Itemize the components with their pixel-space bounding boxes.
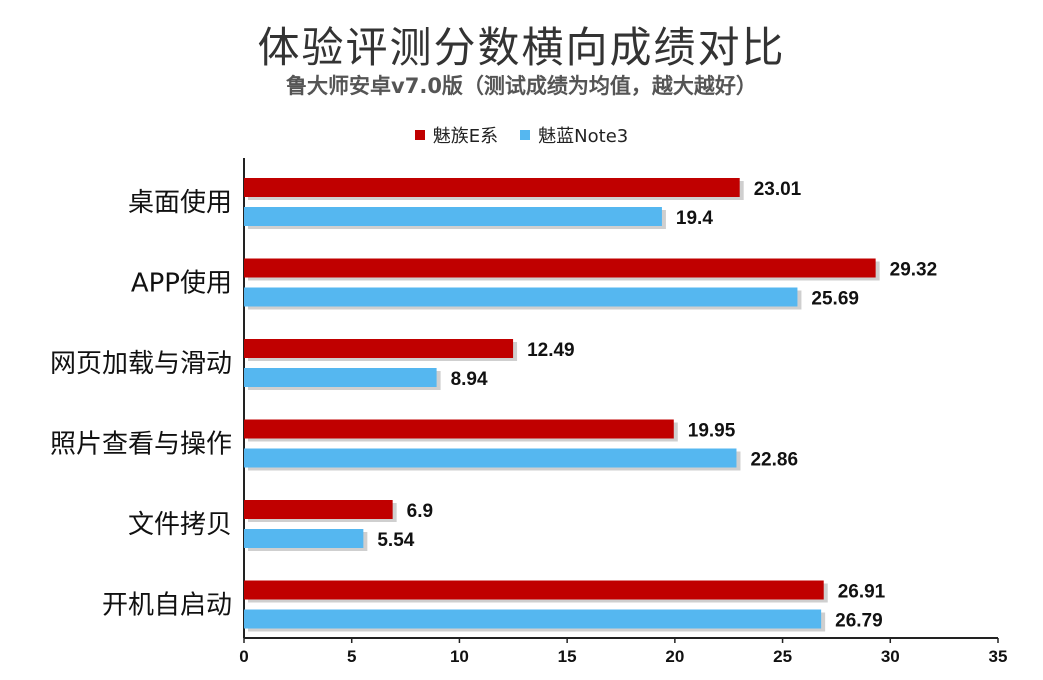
chart-title: 体验评测分数横向成绩对比 xyxy=(257,23,786,72)
bar-s1-0 xyxy=(244,178,740,197)
bar-s1-2 xyxy=(244,339,514,358)
category-label-1: APP使用 xyxy=(131,269,232,299)
value-label-s2-1: 25.69 xyxy=(811,289,859,310)
category-label-0: 桌面使用 xyxy=(128,188,232,218)
x-tick-label-7: 35 xyxy=(989,647,1008,666)
x-tick-label-5: 25 xyxy=(773,647,792,666)
x-tick-label-0: 0 xyxy=(239,647,248,666)
value-label-s2-0: 19.4 xyxy=(676,208,713,229)
bar-s2-4 xyxy=(244,529,364,548)
bar-s1-3 xyxy=(244,419,674,439)
category-label-5: 开机自启动 xyxy=(102,591,232,621)
value-label-s1-5: 26.91 xyxy=(838,582,886,603)
bar-s2-1 xyxy=(244,287,798,307)
legend-swatch-series-2 xyxy=(520,130,531,140)
bar-s2-5 xyxy=(244,609,822,629)
category-label-2: 网页加载与滑动 xyxy=(50,349,232,379)
legend-swatch-series-1 xyxy=(414,130,425,140)
category-label-4: 文件拷贝 xyxy=(128,510,232,540)
legend: 魅族E系 魅蓝Note3 xyxy=(0,122,1043,148)
bar-s1-1 xyxy=(244,258,876,278)
value-label-s2-5: 26.79 xyxy=(835,611,883,632)
value-label-s1-1: 29.32 xyxy=(890,260,938,281)
x-tick-label-6: 30 xyxy=(881,647,900,666)
value-label-s2-4: 5.54 xyxy=(377,530,414,551)
legend-label-series-1: 魅族E系 xyxy=(432,126,499,147)
x-tick-label-4: 20 xyxy=(665,647,684,666)
legend-label-series-2: 魅蓝Note3 xyxy=(538,126,629,147)
x-tick-label-3: 15 xyxy=(558,647,577,666)
legend-item-series-2: 魅蓝Note3 xyxy=(520,122,628,148)
chart-subtitle: 鲁大师安卓v7.0版（测试成绩为均值，越大越好） xyxy=(286,74,757,98)
bar-s2-3 xyxy=(244,448,737,468)
bar-s1-4 xyxy=(244,500,393,519)
bar-s1-5 xyxy=(244,580,824,600)
value-label-s2-3: 22.86 xyxy=(750,450,798,471)
x-tick-label-2: 10 xyxy=(450,647,469,666)
value-label-s1-2: 12.49 xyxy=(527,340,575,361)
x-tick-label-1: 5 xyxy=(347,647,356,666)
category-label-3: 照片查看与操作 xyxy=(50,430,232,460)
value-label-s1-3: 19.95 xyxy=(688,421,736,442)
value-label-s1-4: 6.9 xyxy=(407,501,433,522)
bar-s2-2 xyxy=(244,368,437,387)
value-label-s1-0: 23.01 xyxy=(754,179,802,200)
value-label-s2-2: 8.94 xyxy=(451,369,488,390)
bar-s2-0 xyxy=(244,207,662,226)
legend-item-series-1: 魅族E系 xyxy=(414,122,499,148)
